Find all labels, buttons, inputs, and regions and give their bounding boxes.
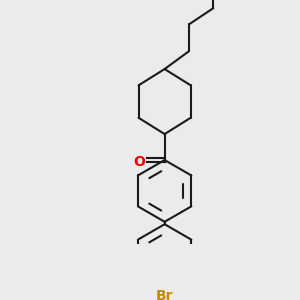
- Text: O: O: [134, 155, 146, 170]
- Text: Br: Br: [156, 289, 173, 300]
